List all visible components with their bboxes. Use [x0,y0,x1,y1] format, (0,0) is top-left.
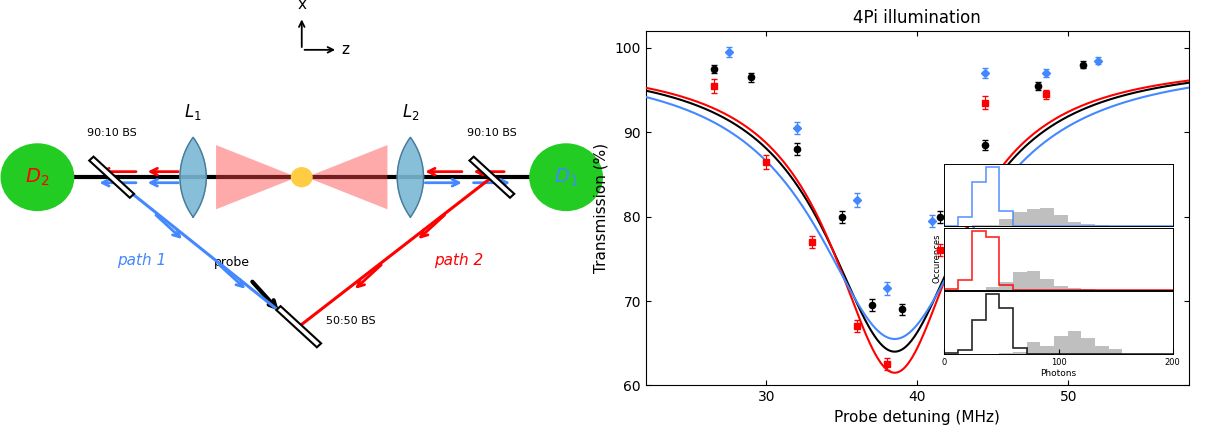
Polygon shape [397,137,424,217]
Circle shape [530,144,602,210]
Circle shape [1,144,74,210]
Polygon shape [180,137,206,217]
Text: 90:10 BS: 90:10 BS [87,128,136,139]
Polygon shape [216,145,292,210]
Text: path 1: path 1 [117,253,167,268]
Text: path 2: path 2 [435,253,483,268]
Text: probe: probe [215,256,250,268]
Bar [89,157,134,198]
Polygon shape [311,145,387,210]
Text: 50:50 BS: 50:50 BS [326,316,375,326]
Text: x: x [297,0,307,12]
Text: $D_2$: $D_2$ [25,167,49,188]
Bar [276,306,321,347]
Text: $L_1$: $L_1$ [185,102,202,122]
Text: 90:10 BS: 90:10 BS [467,128,517,139]
Text: z: z [342,43,349,57]
Text: $L_2$: $L_2$ [402,102,419,122]
Circle shape [292,168,311,187]
Title: 4Pi illumination: 4Pi illumination [853,9,981,27]
Bar [470,157,514,198]
Y-axis label: Transmission (%): Transmission (%) [594,143,610,273]
X-axis label: Probe detuning (MHz): Probe detuning (MHz) [834,410,1001,425]
Text: $D_1$: $D_1$ [554,167,578,188]
